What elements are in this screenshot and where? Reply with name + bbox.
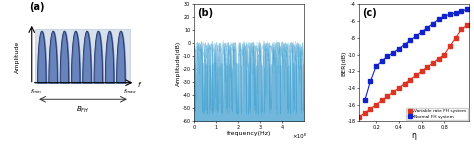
Variable rate FH system — [407, 79, 413, 81]
Normal FH system — [413, 35, 419, 37]
Normal FH system — [447, 14, 453, 15]
Normal FH system — [367, 80, 373, 82]
Variable rate FH system — [419, 70, 424, 72]
Normal FH system — [419, 31, 424, 33]
Normal FH system — [401, 44, 407, 45]
Text: $f_{min}$: $f_{min}$ — [30, 87, 42, 96]
Bar — [35, 29, 130, 83]
X-axis label: frequency(Hz): frequency(Hz) — [227, 131, 271, 136]
Normal FH system — [436, 19, 441, 20]
Normal FH system — [373, 65, 379, 67]
X-axis label: η: η — [412, 131, 417, 140]
Normal FH system — [362, 100, 367, 101]
Text: ×10⁸: ×10⁸ — [292, 134, 306, 139]
Normal FH system — [424, 27, 430, 29]
Variable rate FH system — [401, 83, 407, 85]
Variable rate FH system — [367, 108, 373, 110]
Normal FH system — [441, 15, 447, 17]
Normal FH system — [458, 10, 464, 12]
Variable rate FH system — [464, 24, 470, 26]
Variable rate FH system — [384, 95, 390, 97]
Line: Variable rate FH system: Variable rate FH system — [357, 24, 468, 119]
Text: (c): (c) — [362, 8, 377, 18]
Normal FH system — [453, 12, 458, 14]
Variable rate FH system — [424, 66, 430, 68]
Variable rate FH system — [362, 112, 367, 114]
Y-axis label: BER(dB): BER(dB) — [341, 50, 346, 76]
Normal FH system — [430, 23, 436, 25]
Variable rate FH system — [373, 104, 379, 106]
Text: Amplitude: Amplitude — [15, 41, 20, 73]
Normal FH system — [407, 40, 413, 41]
Variable rate FH system — [453, 37, 458, 39]
Normal FH system — [396, 48, 401, 50]
Variable rate FH system — [390, 91, 396, 93]
Text: f: f — [137, 82, 140, 87]
Legend: Variable rate FH system, Normal FH system: Variable rate FH system, Normal FH syste… — [407, 108, 468, 120]
Text: $B_{FH}$: $B_{FH}$ — [76, 105, 90, 115]
Variable rate FH system — [436, 58, 441, 60]
Normal FH system — [384, 55, 390, 57]
Variable rate FH system — [447, 45, 453, 47]
Variable rate FH system — [430, 62, 436, 64]
Text: (a): (a) — [29, 2, 45, 12]
Variable rate FH system — [413, 75, 419, 76]
Y-axis label: Amplitude(dB): Amplitude(dB) — [176, 40, 181, 86]
Normal FH system — [464, 9, 470, 10]
Variable rate FH system — [458, 29, 464, 30]
Text: $f_{max}$: $f_{max}$ — [123, 87, 137, 96]
Text: (b): (b) — [197, 8, 213, 18]
Line: Normal FH system: Normal FH system — [363, 8, 468, 102]
Variable rate FH system — [441, 54, 447, 56]
Normal FH system — [390, 52, 396, 54]
Variable rate FH system — [396, 87, 401, 89]
Variable rate FH system — [379, 100, 384, 101]
Normal FH system — [379, 60, 384, 62]
Variable rate FH system — [356, 116, 362, 118]
